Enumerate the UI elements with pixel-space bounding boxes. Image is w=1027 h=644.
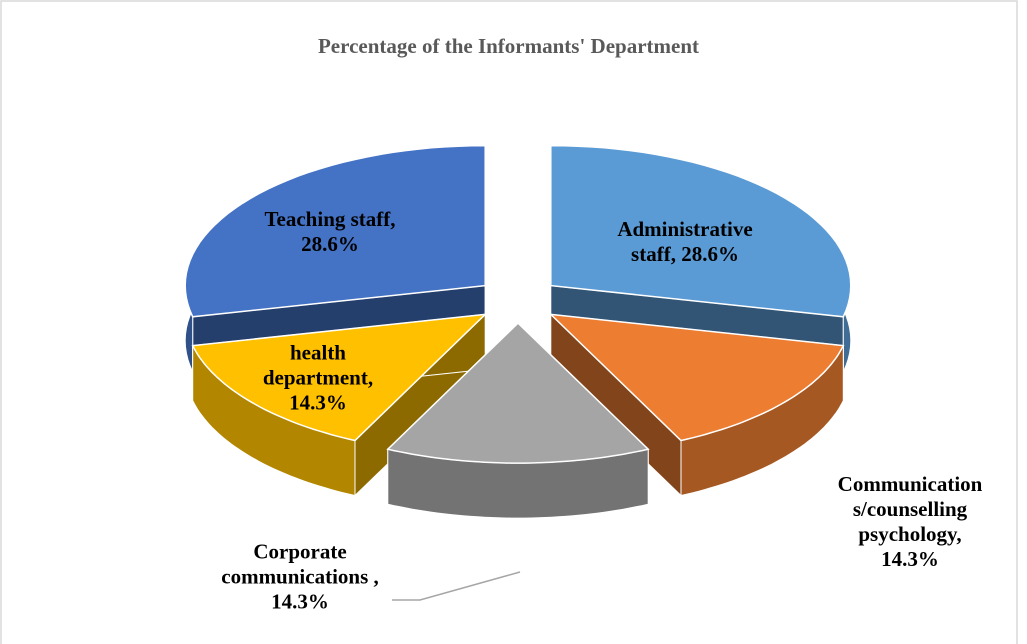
data-label: Corporate communications , 14.3%	[221, 539, 379, 614]
slice	[191, 313, 488, 497]
slice-top	[550, 144, 852, 318]
data-label: Communications/counselling psychology, 1…	[837, 472, 983, 571]
slice-top	[548, 313, 845, 442]
data-label: Teaching staff, 28.6%	[264, 207, 396, 256]
slice	[386, 321, 650, 519]
chart-title: Percentage of the Informants' Department	[317, 34, 699, 58]
slice-top	[184, 144, 486, 318]
slice-top	[191, 313, 488, 442]
data-label: health department, 14.3%	[262, 340, 374, 415]
slice	[550, 144, 852, 373]
slice-top	[386, 322, 650, 464]
data-label: Administrative staff, 28.6%	[617, 217, 753, 266]
leader-line	[392, 571, 521, 601]
